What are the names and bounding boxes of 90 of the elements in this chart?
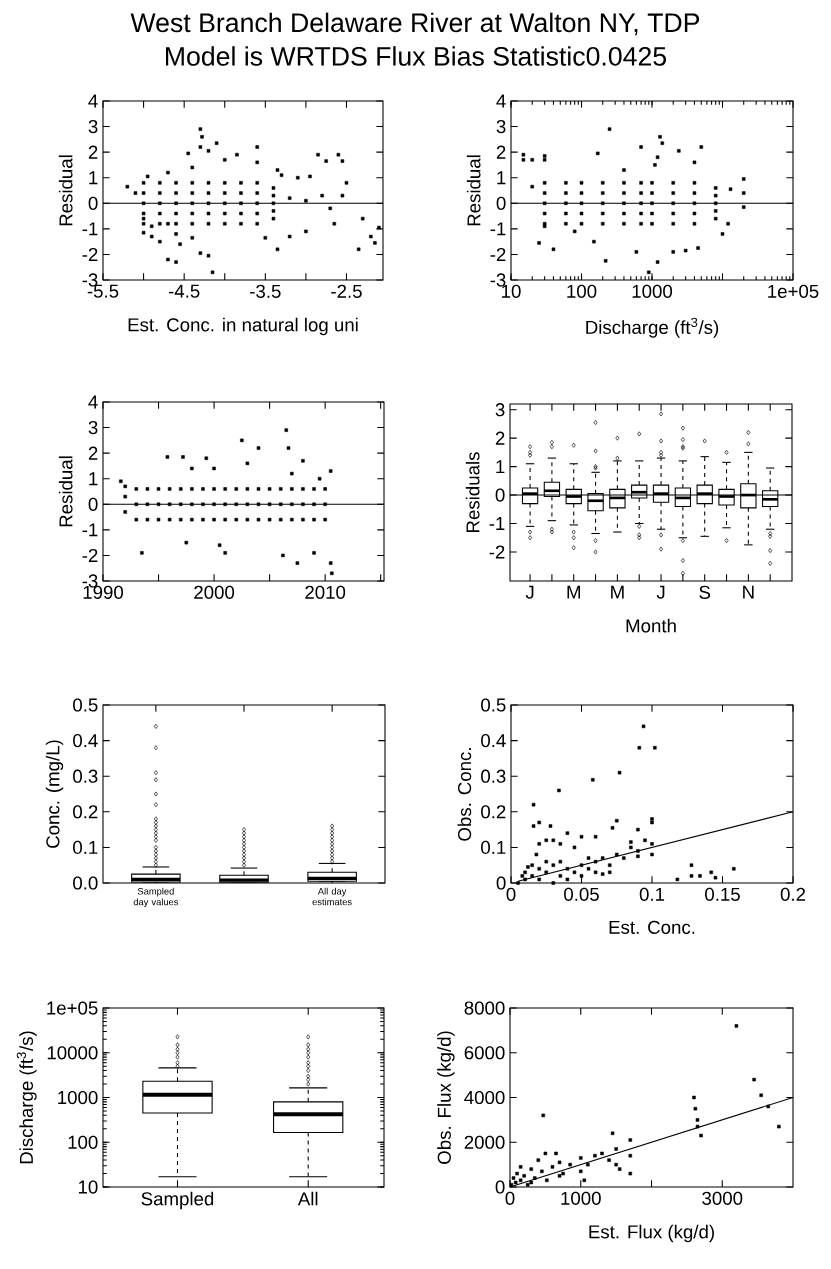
x-tick-label: 1000 (632, 284, 673, 298)
x-tick-label: 2000 (194, 585, 235, 599)
chart-subtitle: Model is WRTDS Flux Bias Statistic0.0425 (166, 46, 667, 66)
x-tick-label: 0.1 (639, 887, 665, 901)
y-tick-label: 0 (496, 196, 506, 210)
y-tick-label: 0.0 (73, 876, 98, 890)
x-axis-title: Est. Conc. (609, 920, 695, 934)
y-tick-label: 2 (496, 145, 506, 159)
y-tick-label: 0 (88, 497, 98, 511)
y-tick-label: 0.1 (481, 840, 506, 855)
y-tick-label: 0 (88, 196, 98, 210)
x-tick-label: 0.2 (780, 887, 806, 901)
x-tick-label: -3.5 (250, 284, 281, 298)
y-tick-label: -2 (490, 247, 506, 261)
y-tick-label: 0.2 (481, 805, 506, 819)
y-axis-title: Discharge (ft$^{3}$/s) (16, 1031, 37, 1164)
x-tick-label: -4.5 (168, 284, 200, 298)
x-tick-label: N (743, 585, 754, 599)
y-tick-label: 4000 (464, 1090, 505, 1105)
y-axis-title: Residuals (465, 452, 480, 532)
x-tick-label: M (567, 585, 580, 599)
y-tick-label: -2 (82, 247, 98, 261)
x-tick-label: 0 (505, 1191, 515, 1205)
y-tick-label: 0 (495, 488, 505, 502)
x-tick-label: All day estimates (312, 887, 352, 906)
y-tick-label: 4 (88, 94, 98, 108)
x-axis-title: Est. Flux (kg/d) (589, 1224, 714, 1243)
x-tick-label: M (611, 585, 624, 599)
x-tick-label: Sampled day values (133, 887, 179, 908)
y-axis-title: Residual (58, 456, 73, 527)
y-tick-label: 3 (495, 403, 505, 417)
x-tick-label: 1e+05 (768, 284, 819, 298)
y-tick-label: -2 (82, 548, 98, 562)
y-tick-label: -1 (490, 222, 506, 236)
y-tick-label: 0 (495, 1180, 505, 1194)
y-tick-label: 0.4 (73, 733, 98, 748)
y-tick-label: 0.5 (481, 698, 506, 712)
y-tick-label: 2 (88, 446, 98, 460)
y-tick-label: 3 (88, 420, 98, 435)
x-axis-title: Month (626, 618, 676, 633)
y-tick-label: -1 (82, 523, 98, 537)
y-tick-label: 0.1 (73, 840, 98, 855)
y-tick-label: 1 (496, 460, 505, 474)
y-axis-title: Conc. (mg/L) (45, 740, 64, 848)
y-tick-label: 3 (88, 119, 98, 134)
y-tick-label: 0.5 (73, 698, 98, 712)
chart-title: West Branch Delaware River at Walton NY, TDP (130, 12, 700, 36)
y-tick-label: -1 (489, 517, 505, 530)
y-tick-label: 4 (88, 395, 98, 409)
x-tick-label: 0 (506, 887, 516, 901)
y-tick-label: -1 (82, 222, 98, 236)
y-tick-label: 1e+05 (47, 1001, 98, 1015)
x-tick-label: J (525, 585, 534, 599)
y-tick-label: 0.3 (73, 769, 98, 783)
y-tick-label: 0.4 (481, 733, 506, 748)
x-tick-label: All (297, 1191, 318, 1206)
x-tick-label: 1000 (561, 1191, 601, 1205)
y-tick-label: 100 (68, 1135, 98, 1149)
y-tick-label: 3 (496, 119, 506, 134)
x-tick-label: 0.15 (705, 887, 740, 901)
y-tick-label: 2 (88, 145, 98, 159)
y-axis-title: Residual (466, 155, 481, 226)
y-tick-label: 0.2 (73, 805, 98, 819)
y-axis-title: Obs. Conc. (457, 748, 472, 841)
x-tick-label: 0.05 (564, 887, 599, 901)
y-tick-label: 1 (89, 171, 98, 185)
x-tick-label: 2010 (305, 585, 346, 599)
y-tick-label: 0 (496, 876, 506, 890)
y-tick-label: 1 (497, 171, 506, 185)
y-tick-label: 2 (495, 431, 505, 445)
x-tick-label: 100 (567, 284, 597, 298)
x-axis-title: Est. Conc. in natural log uni (128, 317, 358, 336)
x-tick-label: 3000 (702, 1191, 743, 1205)
y-axis-title: Obs. Flux (kg/d) (437, 1031, 455, 1164)
x-tick-label: S (699, 585, 711, 599)
y-tick-label: 8000 (464, 1001, 505, 1015)
x-tick-label: Sampled (141, 1191, 214, 1210)
y-tick-label: 1000 (58, 1090, 98, 1105)
y-tick-label: 0.3 (481, 769, 506, 783)
y-tick-label: 10 (78, 1180, 98, 1194)
x-tick-label: -2.5 (331, 284, 362, 298)
x-axis-title: Discharge (ft$^{3}$/s) (586, 317, 719, 338)
y-tick-label: 2000 (464, 1135, 505, 1149)
x-tick-label: J (656, 585, 665, 599)
y-tick-label: 6000 (464, 1046, 505, 1060)
y-tick-label: 1 (89, 472, 98, 486)
y-tick-label: 4 (496, 94, 506, 108)
y-axis-title: Residual (58, 155, 73, 226)
y-tick-label: -2 (489, 545, 505, 559)
y-tick-label: 10000 (47, 1046, 98, 1060)
